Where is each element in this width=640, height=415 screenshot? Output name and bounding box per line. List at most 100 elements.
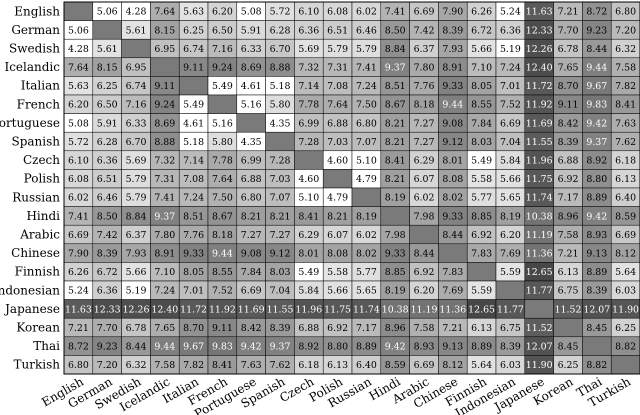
cell-value-label: 8.59 — [615, 211, 636, 222]
diagonal-cell — [610, 355, 640, 375]
cell-value-label: 8.45 — [586, 323, 607, 334]
cell-value-label: 6.03 — [615, 286, 636, 297]
cell-value-label: 7.64 — [68, 63, 89, 74]
cell-value-label: 9.67 — [183, 342, 204, 353]
row-label: Japanese — [3, 302, 60, 316]
cell-value-label: 7.58 — [414, 323, 435, 334]
cell-value-label: 4.28 — [126, 7, 147, 18]
cell-value-label: 5.61 — [126, 25, 147, 36]
cell-value-label: 7.62 — [270, 360, 291, 371]
cell-value-label: 9.12 — [442, 137, 463, 148]
cell-value-label: 8.89 — [471, 342, 492, 353]
cell-value-label: 5.91 — [241, 25, 262, 36]
cell-value-label: 6.02 — [414, 193, 435, 204]
cell-value-label: 4.79 — [356, 174, 377, 185]
cell-value-label: 7.98 — [385, 230, 406, 241]
cell-value-label: 6.29 — [298, 230, 319, 241]
cell-value-label: 9.37 — [154, 211, 175, 222]
diagonal-cell — [582, 336, 612, 356]
row-label: Czech — [23, 153, 60, 167]
cell-value-label: 8.92 — [586, 156, 607, 167]
cell-value-label: 5.80 — [212, 137, 233, 148]
cell-value-label: 7.27 — [241, 230, 262, 241]
cell-value-label: 7.41 — [356, 63, 377, 74]
cell-value-label: 5.84 — [500, 156, 521, 167]
cell-value-label: 6.46 — [356, 25, 377, 36]
cell-value-label: 8.70 — [558, 81, 579, 92]
cell-value-label: 12.33 — [94, 304, 121, 315]
cell-value-label: 6.72 — [471, 25, 492, 36]
cell-value-label: 8.55 — [471, 100, 492, 111]
cell-value-label: 5.77 — [356, 267, 377, 278]
cell-value-label: 8.88 — [270, 63, 291, 74]
cell-value-label: 8.05 — [471, 81, 492, 92]
cell-value-label: 5.24 — [68, 286, 89, 297]
cell-value-label: 7.52 — [212, 286, 233, 297]
cell-value-label: 7.82 — [615, 81, 636, 92]
cell-value-label: 7.58 — [154, 360, 175, 371]
diagonal-cell — [322, 169, 353, 189]
cell-value-label: 7.76 — [183, 230, 204, 241]
cell-value-label: 6.37 — [126, 230, 147, 241]
cell-value-label: 11.75 — [526, 174, 553, 185]
cell-value-label: 8.82 — [586, 360, 607, 371]
cell-value-label: 9.44 — [154, 342, 175, 353]
cell-value-label: 11.36 — [526, 249, 553, 260]
cell-value-label: 5.69 — [126, 156, 147, 167]
cell-value-label: 6.95 — [154, 44, 175, 55]
cell-value-label: 7.04 — [500, 137, 521, 148]
cell-value-label: 6.40 — [356, 360, 377, 371]
cell-value-label: 6.78 — [558, 44, 579, 55]
cell-value-label: 9.44 — [442, 100, 463, 111]
cell-value-label: 5.69 — [298, 44, 319, 55]
cell-value-label: 8.89 — [586, 193, 607, 204]
cell-value-label: 9.42 — [586, 211, 607, 222]
cell-value-label: 8.19 — [356, 211, 377, 222]
cell-value-label: 5.79 — [327, 44, 348, 55]
cell-value-label: 6.10 — [298, 7, 319, 18]
cell-value-label: 11.77 — [526, 286, 553, 297]
cell-value-label: 6.36 — [97, 286, 118, 297]
cell-value-label: 6.25 — [97, 81, 118, 92]
cell-value-label: 6.25 — [615, 323, 636, 334]
cell-value-label: 5.49 — [183, 100, 204, 111]
cell-value-label: 6.08 — [327, 7, 348, 18]
cell-value-label: 6.20 — [68, 100, 89, 111]
cell-value-label: 7.83 — [442, 267, 463, 278]
cell-value-label: 6.80 — [356, 118, 377, 129]
cell-value-label: 6.32 — [615, 44, 636, 55]
row-label: Russian — [12, 190, 60, 204]
cell-value-label: 11.69 — [238, 304, 265, 315]
cell-value-label: 11.52 — [526, 323, 553, 334]
cell-value-label: 6.80 — [615, 7, 636, 18]
cell-value-label: 7.08 — [327, 81, 348, 92]
cell-value-label: 9.23 — [586, 25, 607, 36]
cell-value-label: 7.07 — [356, 137, 377, 148]
cell-value-label: 9.37 — [385, 63, 406, 74]
cell-value-label: 10.38 — [382, 304, 409, 315]
cell-value-label: 6.37 — [414, 44, 435, 55]
cell-value-label: 6.25 — [558, 360, 579, 371]
diagonal-cell — [409, 224, 439, 245]
cell-value-label: 6.69 — [241, 286, 262, 297]
cell-value-label: 9.37 — [270, 342, 291, 353]
cell-value-label: 6.28 — [97, 137, 118, 148]
cell-value-label: 5.18 — [183, 137, 204, 148]
cell-value-label: 9.11 — [183, 63, 204, 74]
cell-value-label: 6.10 — [68, 156, 89, 167]
cell-value-label: 6.92 — [327, 323, 348, 334]
cell-value-label: 4.79 — [327, 193, 348, 204]
cell-value-label: 6.32 — [126, 360, 147, 371]
cell-value-label: 8.80 — [586, 174, 607, 185]
cell-value-label: 7.10 — [471, 63, 492, 74]
cell-value-label: 6.99 — [298, 118, 319, 129]
cell-value-label: 6.36 — [500, 25, 521, 36]
cell-value-label: 8.39 — [586, 286, 607, 297]
cell-value-label: 4.60 — [298, 174, 319, 185]
cell-value-label: 6.18 — [615, 156, 636, 167]
row-label: Italian — [21, 79, 61, 93]
diagonal-cell — [294, 150, 324, 170]
cell-value-label: 9.12 — [270, 249, 291, 260]
cell-value-label: 8.44 — [586, 44, 607, 55]
diagonal-cell — [553, 317, 583, 338]
